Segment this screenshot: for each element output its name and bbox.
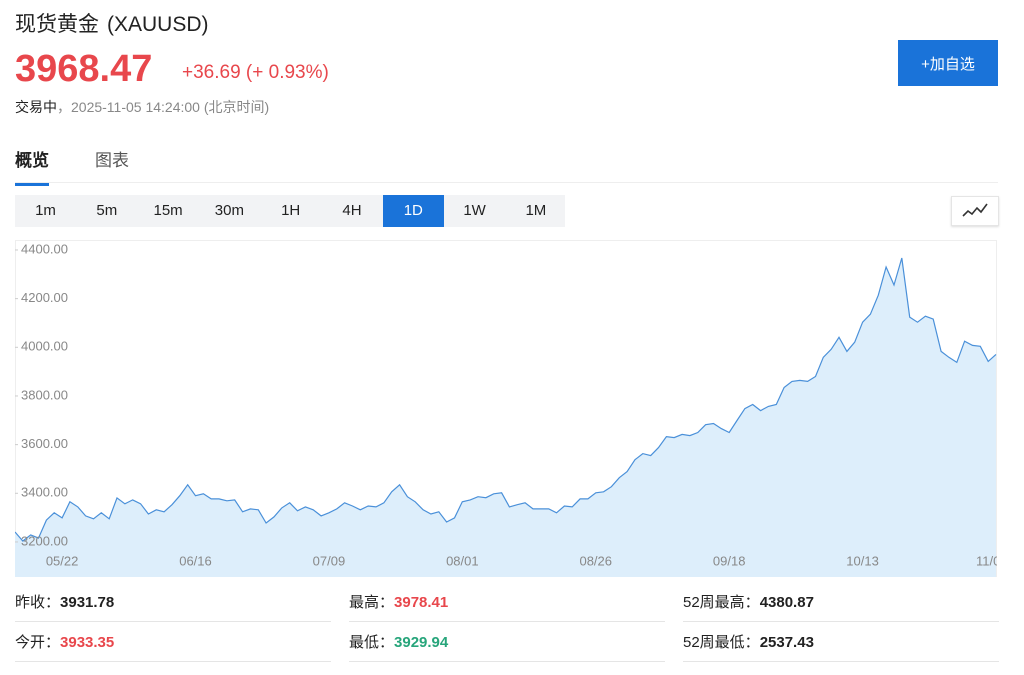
stat-label: 今开： xyxy=(15,634,61,651)
stat-label: 昨收： xyxy=(15,594,61,611)
y-tick-label: 3400.00 xyxy=(21,485,68,500)
timeframe-button[interactable]: 1D xyxy=(382,195,444,227)
x-tick-label: 07/09 xyxy=(313,553,346,568)
x-tick-label: 05/22 xyxy=(46,553,79,568)
y-tick-label: 3600.00 xyxy=(21,436,68,451)
y-tick-label: 4400.00 xyxy=(21,241,68,256)
timeframe-button[interactable]: 1m xyxy=(35,202,56,219)
tab[interactable]: 概览 xyxy=(15,146,49,186)
timeframe-button[interactable]: 30m xyxy=(214,202,244,219)
stat-label: 最高： xyxy=(349,594,395,611)
x-tick-label: 06/16 xyxy=(179,553,212,568)
add-watchlist-button[interactable]: +加自选 xyxy=(898,40,998,86)
x-tick-label: 08/01 xyxy=(446,553,479,568)
name: 现货黄金 xyxy=(15,13,99,36)
stats: 昨收：3931.78 最高：3978.41 52周最高：4380.87 今开：3933… xyxy=(15,585,1005,675)
timeframe-button[interactable]: 4H xyxy=(342,202,362,219)
stat: 最高：3978.41 xyxy=(349,585,665,622)
timeframe-button[interactable]: 1M xyxy=(525,202,547,219)
stat-label: 52周最低： xyxy=(683,634,760,651)
stat-label: 52周最高： xyxy=(683,594,760,611)
y-tick-label: 3200.00 xyxy=(21,533,68,548)
stat: 今开：3933.35 xyxy=(15,625,331,662)
tabs: 概览 图表 xyxy=(15,140,998,186)
price: 3968.47 xyxy=(15,48,153,90)
timeframe-button[interactable]: 5m xyxy=(96,202,118,219)
y-tick-label: 4200.00 xyxy=(21,290,68,305)
timezone: (北京时间) xyxy=(203,99,270,115)
timeframes: 1m 5m 15m 30m 1H 4H 1D 1W 1M xyxy=(15,195,565,227)
change: +36.69 (+ 0.93%) xyxy=(182,62,329,83)
timeframe-button[interactable]: 15m xyxy=(153,202,183,219)
trading-status: 交易中 xyxy=(15,99,57,115)
tab[interactable]: 图表 xyxy=(95,151,129,170)
x-tick-label: 08/26 xyxy=(579,553,612,568)
chart: 3200.00 3400.00 3600.00 3800.00 4000.00 4200.… xyxy=(15,240,997,577)
x-tick-label: 10/13 xyxy=(846,553,879,568)
time: 2025-11-05 14:24:00 xyxy=(71,99,200,115)
stat-value: 3933.35 xyxy=(60,634,115,651)
symbol: (XAUUSD) xyxy=(107,13,209,36)
stat-value: 3929.94 xyxy=(394,634,449,651)
icon-line xyxy=(962,203,988,217)
stat-value: 3978.41 xyxy=(394,594,449,611)
stat-value: 4380.87 xyxy=(759,594,814,611)
area-fill xyxy=(15,258,996,577)
stat: 昨收：3931.78 xyxy=(15,585,331,622)
separator: ， xyxy=(57,99,71,115)
stat: 最低：3929.94 xyxy=(349,625,665,662)
y-tick-label: 4000.00 xyxy=(21,339,68,354)
chart-icon xyxy=(962,203,988,217)
timeframe-button[interactable]: 1H xyxy=(281,202,301,219)
stat-value: 2537.43 xyxy=(759,634,814,651)
x-tick-label: 09/18 xyxy=(713,553,746,568)
stat: 52周最高：4380.87 xyxy=(683,585,999,622)
chart-type-button[interactable] xyxy=(951,196,999,226)
stat: 52周最低：2537.43 xyxy=(683,625,999,662)
price-line xyxy=(15,257,997,542)
title: 现货黄金 (XAUUSD) xyxy=(15,8,209,38)
y-tick-label: 3800.00 xyxy=(21,387,68,402)
timeframe-button[interactable]: 1W xyxy=(463,202,486,219)
x-tick-label: 11/0 xyxy=(976,553,997,568)
stat-label: 最低： xyxy=(349,634,395,651)
stat-value: 3931.78 xyxy=(60,594,115,611)
status: 交易中，2025-11-05 14:24:00 (北京时间) xyxy=(15,97,269,117)
